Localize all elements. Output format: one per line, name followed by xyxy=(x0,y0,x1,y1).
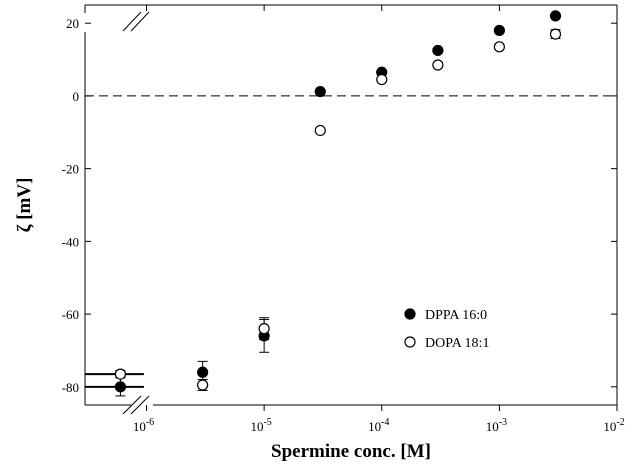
x-axis: 10-6 10-5 10-4 10-3 10-2 xyxy=(133,5,625,434)
dopa-point xyxy=(549,28,562,40)
axis-break-mark xyxy=(122,395,142,415)
data-points xyxy=(85,10,562,397)
dppa-point xyxy=(549,10,562,22)
x-tick-label: 10-6 xyxy=(133,417,154,434)
dppa-point xyxy=(197,366,209,378)
legend-marker xyxy=(404,308,416,320)
y-tick-label: -40 xyxy=(62,234,79,249)
dopa-point xyxy=(197,379,209,391)
y-tick-label: -60 xyxy=(62,307,79,322)
x-axis-title: Spermine conc. [M] xyxy=(271,441,431,462)
dopa-point xyxy=(258,323,270,335)
y-tick-label: 20 xyxy=(66,16,79,31)
x-tick-label: 10-5 xyxy=(250,417,271,434)
dopa-point xyxy=(114,368,127,380)
legend: DPPA 16:0 DOPA 18:1 xyxy=(404,308,489,351)
x-tick-label: 10-4 xyxy=(368,417,389,434)
axis-break-mark xyxy=(122,11,142,32)
dopa-point xyxy=(432,59,444,71)
dopa-point xyxy=(314,124,326,137)
y-axis-title: ζ [mV] xyxy=(14,178,35,233)
x-tick-label: 10-2 xyxy=(603,417,624,434)
legend-label: DOPA 18:1 xyxy=(425,336,489,351)
axis-breaks xyxy=(122,11,150,415)
y-tick-label: -80 xyxy=(62,380,79,395)
dppa-point xyxy=(114,381,127,393)
x-tick-label: 10-3 xyxy=(486,417,507,434)
dppa-point xyxy=(493,24,505,37)
y-tick-label: 0 xyxy=(73,89,80,104)
legend-label: DPPA 16:0 xyxy=(425,308,487,323)
dppa-point xyxy=(432,44,444,57)
dopa-point xyxy=(376,73,388,86)
plot-frame xyxy=(84,4,618,406)
y-tick-label: -20 xyxy=(62,162,79,177)
dppa-point xyxy=(314,85,326,98)
axis-break-mark xyxy=(130,395,150,415)
dopa-point xyxy=(493,41,505,53)
legend-marker xyxy=(404,336,416,348)
axis-break-mark xyxy=(130,11,150,32)
y-axis: 20 0 -20 -40 -60 -80 xyxy=(62,16,617,395)
